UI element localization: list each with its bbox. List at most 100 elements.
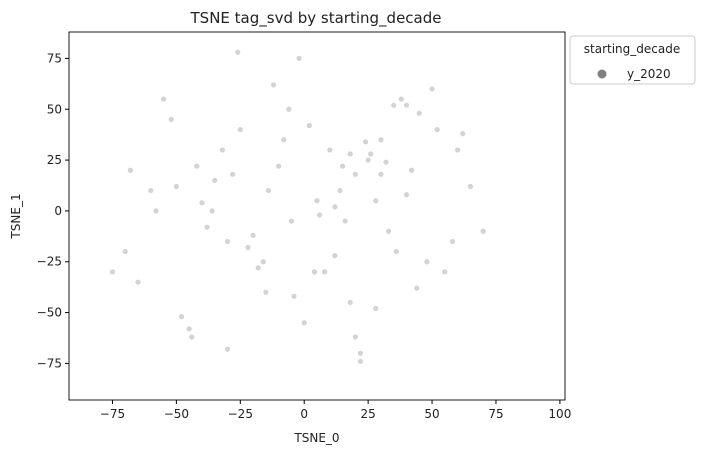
data-point (270, 82, 277, 88)
y-tick-label: 25 (47, 153, 62, 167)
data-point (316, 212, 323, 218)
data-point (347, 151, 353, 157)
data-point (347, 299, 353, 306)
x-tick-label: 25 (360, 407, 375, 421)
data-point (460, 131, 466, 137)
x-tick-label: 75 (488, 407, 503, 421)
data-point (148, 187, 154, 194)
data-point (224, 346, 231, 352)
data-point (127, 167, 133, 173)
data-point (352, 334, 358, 340)
data-point (322, 269, 328, 275)
data-point (368, 151, 374, 157)
y-tick-label: 75 (47, 51, 62, 65)
data-point (209, 208, 215, 214)
data-point (224, 238, 231, 245)
data-point (393, 248, 399, 255)
data-point (237, 126, 243, 133)
data-point (365, 157, 371, 163)
data-point (255, 265, 261, 271)
data-point (373, 198, 379, 204)
x-tick-label: 0 (300, 407, 308, 421)
x-tick-label: 100 (548, 407, 571, 421)
data-point (339, 163, 346, 169)
data-point (301, 320, 307, 326)
x-axis-label: TSNE_0 (293, 431, 339, 445)
data-point (296, 55, 302, 62)
data-point (286, 106, 292, 112)
data-point (403, 102, 410, 108)
data-point (173, 183, 179, 190)
data-point (378, 171, 384, 177)
data-point (199, 200, 205, 206)
x-tick-label: −50 (164, 407, 189, 421)
data-point (442, 269, 448, 275)
legend-marker (597, 69, 607, 79)
data-point (385, 228, 392, 234)
data-point (383, 159, 389, 165)
data-point (352, 171, 358, 177)
data-point (160, 96, 167, 102)
data-point (306, 122, 312, 129)
data-point (408, 167, 415, 173)
legend-title: starting_decade (584, 42, 680, 56)
x-tick-label: 50 (424, 407, 439, 421)
data-point (357, 350, 364, 356)
data-point (204, 224, 210, 230)
y-tick-label: −25 (37, 255, 62, 269)
data-point (455, 147, 461, 153)
data-point (342, 218, 348, 224)
data-point (311, 269, 318, 275)
y-axis-label: TSNE_1 (9, 193, 23, 239)
data-point (391, 102, 397, 108)
data-point (260, 259, 266, 265)
data-point (314, 198, 320, 204)
data-point (288, 218, 295, 224)
data-point (373, 305, 379, 312)
legend: starting_decade y_2020 (569, 35, 696, 85)
y-tick-label: 50 (47, 102, 62, 116)
legend-label-y-2020: y_2020 (627, 67, 671, 81)
data-point (281, 137, 287, 143)
data-point (378, 137, 384, 143)
x-tick-label: −25 (228, 407, 253, 421)
data-point (109, 269, 116, 275)
x-axis-ticks: −75 −50 −25 0 25 50 75 100 (100, 400, 571, 421)
data-point (434, 126, 440, 133)
data-point (265, 187, 272, 194)
data-point (480, 228, 486, 234)
data-point (357, 358, 364, 364)
y-tick-label: −75 (37, 356, 62, 370)
y-tick-label: −50 (37, 306, 62, 320)
data-point (122, 248, 128, 255)
data-point (219, 147, 226, 153)
data-point (424, 259, 430, 265)
data-point (245, 244, 251, 251)
data-point (337, 187, 343, 194)
data-point (153, 208, 159, 214)
data-point (362, 139, 369, 145)
data-point (416, 110, 422, 116)
y-tick-label: 0 (54, 204, 62, 218)
data-point (429, 86, 435, 92)
data-point (189, 334, 195, 340)
data-point (168, 116, 174, 123)
data-point (276, 163, 282, 169)
y-axis-ticks: −75 −50 −25 0 25 50 75 (37, 51, 69, 370)
x-tick-label: −75 (100, 407, 125, 421)
data-point (263, 289, 269, 295)
data-point (291, 293, 297, 299)
data-point (414, 285, 420, 291)
data-point (467, 183, 474, 190)
data-point (332, 253, 338, 259)
data-point (250, 232, 256, 238)
data-point (230, 171, 236, 177)
data-point (327, 147, 333, 153)
data-point (194, 163, 200, 169)
data-point (212, 177, 218, 184)
data-point (403, 192, 410, 198)
data-point (186, 326, 192, 332)
data-point (135, 279, 141, 285)
data-point (449, 238, 456, 245)
